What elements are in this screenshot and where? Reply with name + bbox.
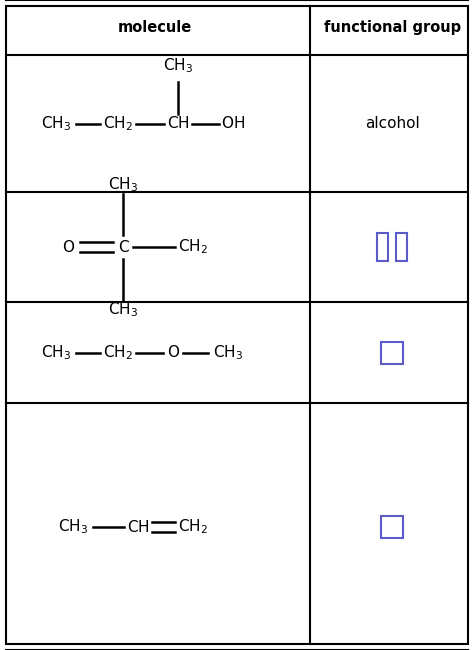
Text: $\mathregular{CH_2}$: $\mathregular{CH_2}$ bbox=[178, 238, 208, 256]
Text: $\mathregular{CH_2}$: $\mathregular{CH_2}$ bbox=[103, 343, 133, 362]
Text: $\mathregular{OH}$: $\mathregular{OH}$ bbox=[221, 116, 245, 131]
Text: $\mathregular{CH}$: $\mathregular{CH}$ bbox=[167, 116, 189, 131]
Text: $\mathregular{CH_3}$: $\mathregular{CH_3}$ bbox=[163, 57, 193, 75]
Bar bbox=[396, 233, 407, 261]
Text: $\mathregular{CH}$: $\mathregular{CH}$ bbox=[127, 519, 149, 534]
Text: O: O bbox=[62, 239, 74, 255]
Text: $\mathregular{CH_3}$: $\mathregular{CH_3}$ bbox=[41, 343, 71, 362]
Text: $\mathregular{CH_3}$: $\mathregular{CH_3}$ bbox=[108, 300, 138, 318]
Text: $\mathregular{CH_3}$: $\mathregular{CH_3}$ bbox=[213, 343, 243, 362]
Text: $\mathregular{CH_3}$: $\mathregular{CH_3}$ bbox=[41, 114, 71, 133]
Text: $\mathregular{CH_2}$: $\mathregular{CH_2}$ bbox=[103, 114, 133, 133]
Text: alcohol: alcohol bbox=[365, 116, 419, 131]
Text: $\mathregular{CH_3}$: $\mathregular{CH_3}$ bbox=[108, 176, 138, 194]
Bar bbox=[381, 515, 403, 538]
Text: functional group: functional group bbox=[324, 20, 461, 35]
Text: $\mathregular{CH_3}$: $\mathregular{CH_3}$ bbox=[58, 517, 88, 536]
Text: $\mathregular{CH_2}$: $\mathregular{CH_2}$ bbox=[178, 517, 208, 536]
Bar bbox=[381, 342, 403, 363]
Text: O: O bbox=[167, 345, 179, 360]
Text: molecule: molecule bbox=[118, 20, 192, 35]
Bar bbox=[377, 233, 388, 261]
Text: C: C bbox=[118, 239, 128, 255]
